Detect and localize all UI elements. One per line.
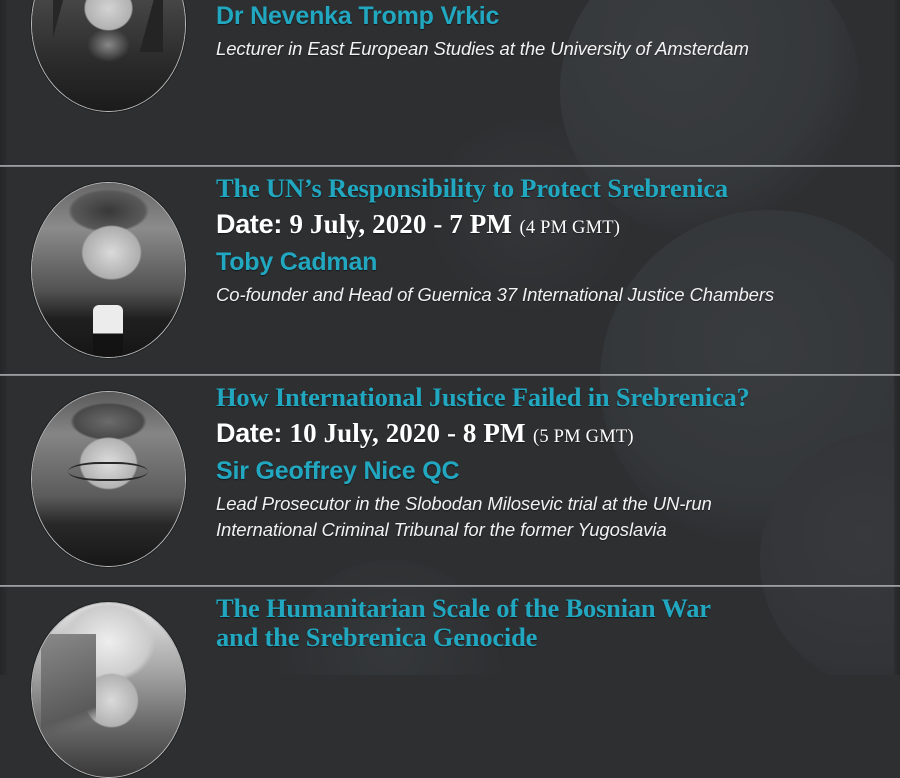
- section-divider: [0, 165, 900, 167]
- speaker-portrait-wrap: [0, 168, 216, 358]
- speaker-role: Lecturer in East European Studies at the…: [216, 36, 886, 62]
- session-title-line: and the Srebrenica Genocide: [216, 622, 538, 653]
- date-gmt: (5 PM GMT): [533, 427, 634, 448]
- speaker-avatar: [30, 391, 186, 567]
- speaker-portrait-wrap: [0, 588, 216, 778]
- speaker-role-line: Lecturer in East European Studies at the…: [216, 37, 749, 59]
- session-title: How International Justice Failed in Sreb…: [216, 382, 886, 412]
- portrait-image-sir-geoffrey-nice-qc: [31, 392, 185, 566]
- session-title: The Humanitarian Scale of the Bosnian Wa…: [216, 593, 886, 653]
- speaker-name: Dr Nevenka Tromp Vrkic: [216, 1, 500, 30]
- speaker-avatar: [30, 602, 186, 778]
- session-title-line: The UN’s Responsibility to Protect Srebr…: [216, 173, 728, 203]
- speaker-avatar: [30, 0, 186, 112]
- session-row: and Prosecution of War Criminals Date: 8…: [0, 0, 900, 166]
- session-date: Date: 10 July, 2020 - 8 PM (5 PM GMT): [216, 417, 886, 449]
- portrait-image-nevenka-tromp-vrkic: [31, 0, 185, 111]
- date-value: 9 July, 2020 - 7 PM: [289, 209, 512, 240]
- date-value: 10 July, 2020 - 8 PM: [289, 418, 526, 449]
- date-gmt: (4 PM GMT): [519, 218, 621, 239]
- speaker-portrait-wrap: [0, 0, 216, 112]
- portrait-image-toby-cadman: [31, 183, 185, 357]
- speaker-role-line: Lead Prosecutor in the Slobodan Milosevi…: [216, 492, 712, 514]
- session-title-line: How International Justice Failed in Sreb…: [216, 382, 750, 412]
- session-title-line: The Humanitarian Scale of the Bosnian Wa…: [216, 593, 711, 623]
- session-details: The Humanitarian Scale of the Bosnian Wa…: [216, 588, 900, 652]
- speaker-name: Sir Geoffrey Nice QC: [216, 456, 460, 485]
- date-label: Date:: [216, 418, 283, 449]
- date-label: Date:: [216, 209, 283, 240]
- session-date: Date: 9 July, 2020 - 7 PM (4 PM GMT): [216, 208, 886, 240]
- session-details: How International Justice Failed in Sreb…: [216, 377, 900, 543]
- session-title: The UN’s Responsibility to Protect Srebr…: [216, 173, 886, 203]
- speaker-name: Toby Cadman: [216, 247, 378, 276]
- session-row: How International Justice Failed in Sreb…: [0, 377, 900, 586]
- session-details: The UN’s Responsibility to Protect Srebr…: [216, 168, 900, 308]
- session-details: and Prosecution of War Criminals Date: 8…: [216, 0, 900, 62]
- speaker-role: Lead Prosecutor in the Slobodan Milosevi…: [216, 491, 886, 544]
- section-divider: [0, 374, 900, 376]
- session-row: The UN’s Responsibility to Protect Srebr…: [0, 168, 900, 375]
- session-row: The Humanitarian Scale of the Bosnian Wa…: [0, 588, 900, 778]
- portrait-image-fourth-speaker: [31, 603, 185, 777]
- speaker-role-line: International Criminal Tribunal for the …: [216, 518, 667, 540]
- speaker-portrait-wrap: [0, 377, 216, 567]
- section-divider: [0, 585, 900, 587]
- speaker-role-line: Co-founder and Head of Guernica 37 Inter…: [216, 283, 775, 305]
- speaker-avatar: [30, 182, 186, 358]
- speaker-role: Co-founder and Head of Guernica 37 Inter…: [216, 282, 886, 308]
